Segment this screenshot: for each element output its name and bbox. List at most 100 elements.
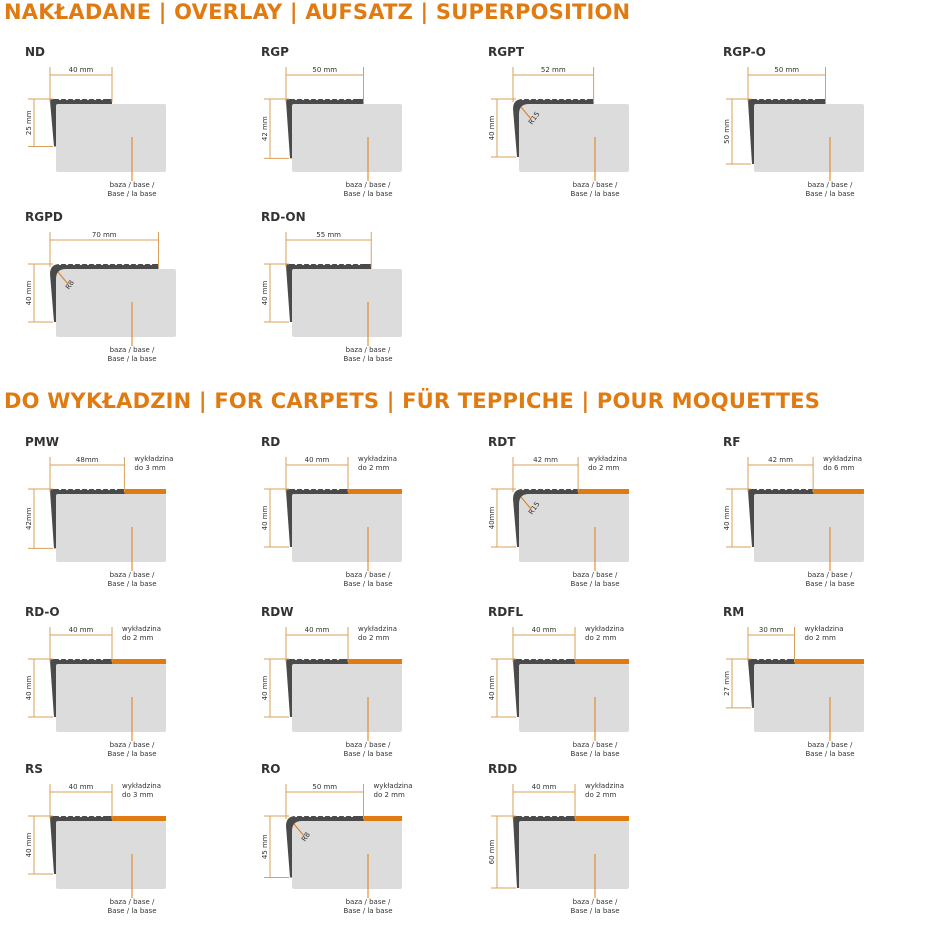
width-label: 70 mm — [92, 231, 117, 239]
carpet-label: wykładzina do 2 mm — [805, 625, 844, 643]
base-label-line: baza / base / — [109, 571, 155, 579]
height-label: 60 mm — [488, 839, 496, 864]
tread-groove — [72, 487, 76, 491]
base-label-line: Base / la base — [107, 190, 157, 198]
profile-drawing: 42 mm 40 mm — [723, 456, 864, 571]
tread-groove — [777, 97, 781, 101]
base-block — [519, 821, 629, 889]
tread-groove — [542, 487, 546, 491]
profile-card-pmw: PMW 48mm 42mm baza / base / Base / la base wy… — [22, 433, 242, 598]
base-block — [754, 494, 864, 562]
tread-groove — [563, 657, 567, 661]
tread-groove — [294, 262, 298, 266]
base-block — [292, 269, 402, 337]
profile-card-rm: RM 30 mm 27 mm baza / base / Base / la base w… — [720, 603, 940, 768]
carpet-label-line: wykładzina — [585, 625, 624, 633]
base-block — [56, 104, 166, 172]
carpet-label-line: wykładzina — [373, 782, 413, 790]
tread-groove — [86, 97, 90, 101]
carpet-label: wykładzina do 3 mm — [122, 782, 161, 800]
carpet-label-line: do 2 mm — [585, 791, 617, 799]
radius-leader — [520, 106, 532, 120]
height-label: 40 mm — [261, 505, 269, 530]
profile-drawing: 40 mm 40 mm — [261, 626, 402, 741]
profile-name: RDD — [488, 762, 518, 776]
carpet-label: wykładzina do 2 mm — [358, 455, 397, 473]
base-label: baza / base / Base / la base — [328, 741, 408, 759]
tread-groove — [135, 262, 139, 266]
tread-groove — [357, 262, 361, 266]
profile-drawing: 40 mm 40 mm — [488, 626, 629, 741]
profile-drawing: 40 mm 25 mm — [25, 66, 166, 181]
tread-groove — [100, 262, 104, 266]
height-label: 40 mm — [25, 280, 33, 305]
profile-name: RGP — [261, 45, 289, 59]
base-label: baza / base / Base / la base — [92, 898, 172, 916]
profile-name: RDW — [261, 605, 294, 619]
base-block — [56, 821, 166, 889]
nosing-profile — [513, 659, 575, 717]
width-label: 52 mm — [541, 66, 566, 74]
carpet-label-line: do 2 mm — [358, 464, 390, 472]
nosing-profile — [50, 659, 112, 717]
base-label-line: Base / la base — [805, 750, 855, 758]
nosing-profile — [748, 659, 795, 708]
base-label-line: Base / la base — [805, 580, 855, 588]
tread-groove — [93, 97, 97, 101]
base-label-line: baza / base / — [572, 741, 618, 749]
tread-groove — [65, 262, 69, 266]
carpet-strip — [344, 489, 402, 494]
height-label: 40 mm — [261, 280, 269, 305]
tread-groove — [128, 262, 132, 266]
tread-groove — [142, 262, 146, 266]
carpet-label: wykładzina do 6 mm — [823, 455, 862, 473]
base-block — [56, 664, 166, 732]
carpet-label: wykładzina do 3 mm — [134, 455, 173, 473]
base-label-line: baza / base / — [109, 346, 155, 354]
base-label: baza / base / Base / la base — [555, 741, 635, 759]
base-block — [56, 494, 166, 562]
tread-groove — [308, 487, 312, 491]
base-label-line: baza / base / — [109, 181, 155, 189]
nosing-profile — [513, 489, 579, 547]
base-label-line: Base / la base — [343, 750, 393, 758]
base-label-line: Base / la base — [107, 355, 157, 363]
tread-groove — [65, 814, 69, 818]
width-label: 40 mm — [69, 783, 94, 791]
base-label-line: Base / la base — [805, 190, 855, 198]
profile-card-rd-o: RD-O 40 mm 40 mm baza / base / Base / la bas… — [22, 603, 242, 768]
tread-groove — [107, 262, 111, 266]
base-label: baza / base / Base / la base — [555, 181, 635, 199]
base-label-line: Base / la base — [343, 580, 393, 588]
base-label-line: baza / base / — [807, 181, 853, 189]
tread-groove — [535, 487, 539, 491]
tread-groove — [100, 487, 104, 491]
profile-name: RD-ON — [261, 210, 306, 224]
tread-groove — [93, 814, 97, 818]
tread-groove — [784, 97, 788, 101]
tread-groove — [343, 97, 347, 101]
tread-groove — [100, 97, 104, 101]
tread-groove — [542, 814, 546, 818]
tread-groove — [308, 657, 312, 661]
tread-groove — [556, 814, 560, 818]
width-label: 48mm — [76, 456, 99, 464]
tread-groove — [798, 487, 802, 491]
carpet-label-line: wykładzina — [122, 782, 161, 790]
base-label-line: Base / la base — [343, 190, 393, 198]
base-block — [292, 494, 402, 562]
tread-groove — [322, 487, 326, 491]
base-label: baza / base / Base / la base — [92, 181, 172, 199]
carpet-label: wykładzina do 2 mm — [122, 625, 161, 643]
base-label-line: baza / base / — [807, 741, 853, 749]
tread-groove — [577, 97, 581, 101]
base-label-line: Base / la base — [570, 580, 620, 588]
tread-groove — [315, 97, 319, 101]
tread-groove — [350, 814, 354, 818]
carpet-label-line: do 2 mm — [373, 791, 405, 799]
carpet-label: wykładzina do 2 mm — [374, 782, 413, 800]
tread-groove — [121, 262, 125, 266]
tread-groove — [79, 97, 83, 101]
base-label: baza / base / Base / la base — [328, 346, 408, 364]
tread-groove — [114, 487, 118, 491]
